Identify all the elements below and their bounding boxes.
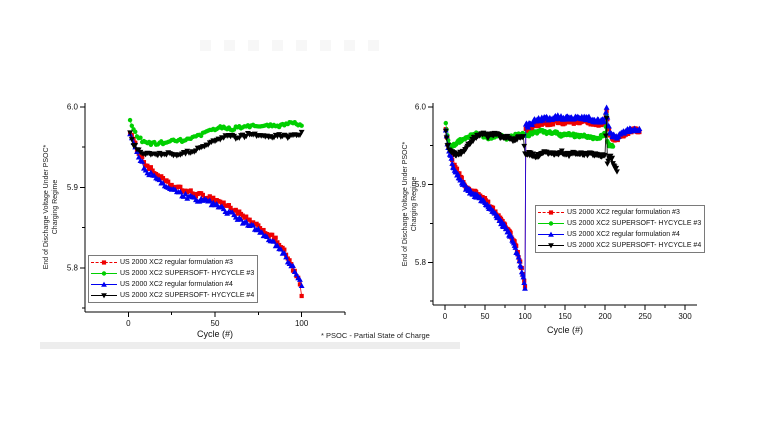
legend-item: US 2000 XC2 regular formulation #4: [91, 280, 254, 290]
legend-marker-triangle-up: [91, 281, 117, 287]
right-chart-plot: 5.8 5.9 6.0 0 50 100 150 200 250 300: [395, 88, 730, 350]
left-chart-x-axis-label: Cycle (#): [196, 329, 233, 339]
legend-marker-triangle-up: [538, 231, 564, 237]
left-chart-y-axis-label: End of Discharge Voltage Under PSOC* Cha…: [42, 92, 64, 322]
legend-label: US 2000 XC2 regular formulation #3: [120, 259, 233, 266]
series-2: [442, 104, 643, 291]
legend-marker-square: [538, 210, 564, 215]
faint-dashes: [200, 40, 384, 51]
divider-bar: [40, 342, 460, 349]
psoc-footnote: * PSOC - Partial State of Charge: [321, 331, 430, 340]
tick-label: 0: [126, 319, 131, 328]
legend-marker-square: [91, 260, 117, 265]
series-1: [127, 117, 304, 148]
legend-item: US 2000 XC2 SUPERSOFT- HYCYCLE #3: [538, 219, 701, 229]
tick-label: 5.9: [67, 183, 79, 192]
tick-label: 100: [295, 319, 309, 328]
legend-item: US 2000 XC2 SUPERSOFT- HYCYCLE #4: [91, 291, 254, 301]
series-3: [442, 115, 620, 175]
left-chart-legend: US 2000 XC2 regular formulation #3 US 200…: [88, 255, 259, 303]
legend-marker-triangle-down: [91, 293, 117, 299]
tick-label: 0: [443, 312, 448, 321]
legend-label: US 2000 XC2 regular formulation #4: [120, 281, 233, 288]
tick-label: 300: [678, 312, 692, 321]
right-chart-legend: US 2000 XC2 regular formulation #3 US 200…: [535, 205, 706, 253]
legend-label: US 2000 XC2 regular formulation #4: [567, 231, 680, 238]
y-axis-label-line2: Charging Regime: [411, 176, 419, 232]
series-3: [127, 129, 305, 159]
tick-label: 5.8: [67, 263, 79, 272]
tick-label: 5.8: [415, 258, 427, 267]
tick-label: 200: [598, 312, 612, 321]
legend-item: US 2000 XC2 SUPERSOFT- HYCYCLE #4: [538, 241, 701, 251]
axis: [428, 103, 697, 310]
tick-label: 250: [638, 312, 652, 321]
legend-label: US 2000 XC2 SUPERSOFT- HYCYCLE #4: [120, 292, 255, 299]
legend-item: US 2000 XC2 regular formulation #4: [538, 230, 701, 240]
legend-item: US 2000 XC2 regular formulation #3: [91, 258, 254, 268]
axis: [80, 103, 346, 317]
legend-label: US 2000 XC2 SUPERSOFT- HYCYCLE #3: [120, 270, 255, 277]
tick-label: 6.0: [67, 103, 79, 112]
left-chart-plot: 5.8 5.9 6.0 0 50 100: [30, 90, 365, 352]
legend-item: US 2000 XC2 SUPERSOFT- HYCYCLE #3: [91, 269, 254, 279]
legend-label: US 2000 XC2 SUPERSOFT- HYCYCLE #3: [567, 220, 702, 227]
y-axis-label-line1: End of Discharge Voltage Under PSOC*: [402, 141, 409, 267]
tick-label: 6.0: [415, 102, 427, 111]
y-axis-label-line1: End of Discharge Voltage Under PSOC*: [43, 144, 50, 270]
legend-marker-circle: [91, 271, 117, 276]
right-chart-x-axis-label: Cycle (#): [546, 325, 583, 335]
tick-label: 5.9: [415, 180, 427, 189]
legend-item: US 2000 XC2 regular formulation #3: [538, 208, 701, 218]
legend-marker-circle: [538, 221, 564, 226]
tick-label: 50: [211, 319, 220, 328]
tick-label: 100: [518, 312, 532, 321]
legend-label: US 2000 XC2 SUPERSOFT- HYCYCLE #4: [567, 242, 702, 249]
right-chart-y-axis-label: End of Discharge Voltage Under PSOC* Cha…: [401, 89, 423, 319]
tick-label: 150: [558, 312, 572, 321]
tick-label: 50: [481, 312, 490, 321]
legend-label: US 2000 XC2 regular formulation #3: [567, 209, 680, 216]
legend-marker-triangle-down: [538, 243, 564, 249]
y-axis-label-line2: Charging Regime: [52, 179, 60, 235]
